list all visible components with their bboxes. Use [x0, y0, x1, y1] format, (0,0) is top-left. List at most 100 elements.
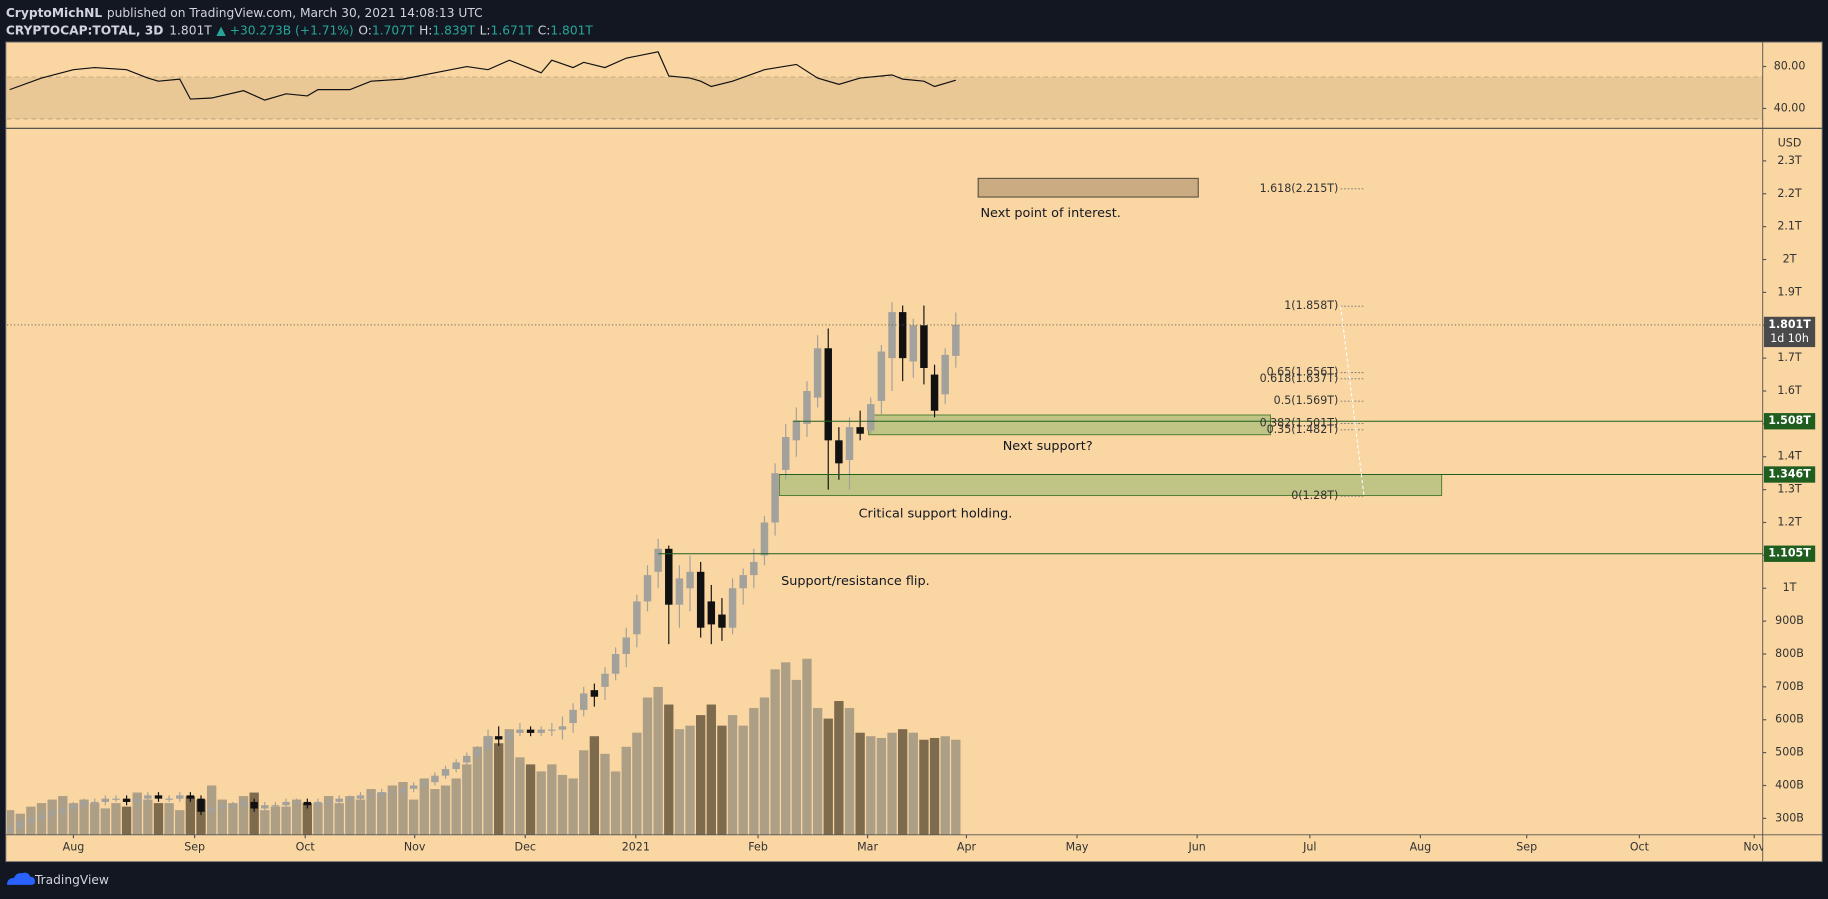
x-tick-label: Aug	[63, 841, 85, 854]
volume-bar	[696, 715, 706, 835]
ohlc-value: 1.839T	[432, 23, 475, 37]
volume-bar	[440, 785, 451, 835]
candle-body	[229, 805, 237, 807]
zone	[778, 474, 1443, 497]
candle-body	[186, 795, 195, 799]
volume-bar	[802, 658, 812, 835]
x-tick-label: Oct	[1630, 841, 1650, 854]
volume-bar	[706, 704, 716, 835]
last-price-tag	[1763, 316, 1816, 348]
y-tick-label: 1.6T	[1777, 384, 1802, 397]
price-line-label: 1.346T	[1768, 468, 1811, 481]
candle-body	[144, 795, 152, 799]
volume-bar	[334, 803, 344, 835]
x-tick-label: Aug	[1410, 841, 1432, 854]
volume-bar	[929, 737, 940, 835]
candle-body	[59, 808, 67, 812]
fib-label: 0.5(1.569T)	[1274, 394, 1339, 407]
candle-body	[781, 437, 790, 470]
zone-label: Critical support holding.	[859, 507, 1013, 522]
volume-bar	[153, 803, 164, 835]
volume-bar	[483, 736, 493, 835]
candle-body	[314, 801, 322, 806]
fib-trend	[1340, 306, 1365, 497]
candle-body	[728, 588, 737, 628]
candle-body	[643, 575, 652, 602]
candle-body	[271, 805, 280, 807]
volume-bar	[515, 757, 525, 835]
candle-body	[760, 522, 769, 556]
candle-body	[37, 815, 46, 819]
symbol: CRYPTOCAP:TOTAL, 3D	[6, 23, 164, 37]
volume-bar	[430, 789, 440, 835]
candle-body	[930, 374, 939, 411]
volume-bar	[685, 725, 695, 835]
volume-bar	[238, 796, 249, 835]
candle-body	[356, 795, 365, 799]
volume-bar	[121, 806, 132, 835]
volume-bar	[579, 750, 589, 835]
volume-bar	[58, 796, 68, 835]
volume-bar	[791, 679, 802, 835]
candle-body	[292, 801, 301, 804]
candle-body	[90, 801, 99, 804]
candle-body	[324, 801, 333, 804]
candle-body	[505, 732, 514, 740]
candle-body	[877, 351, 886, 401]
volume-bar	[844, 708, 855, 835]
candle-body	[154, 795, 163, 799]
candle-body	[920, 325, 928, 368]
y-tick-label: 1.9T	[1777, 285, 1802, 298]
volume-bar	[897, 729, 908, 835]
volume-bar	[781, 662, 791, 835]
volume-bar	[632, 732, 642, 835]
price-line-label: 1.508T	[1768, 414, 1811, 427]
y-tick-label: 2.2T	[1777, 187, 1802, 200]
volume-bar	[494, 743, 504, 835]
candle-body	[101, 798, 110, 802]
price-line-tag	[1763, 545, 1816, 562]
candle-body	[739, 575, 747, 589]
volume-bar	[653, 686, 663, 835]
volume-bar	[940, 736, 950, 835]
volume-bar	[90, 803, 100, 835]
y-tick-label: 2.3T	[1777, 154, 1802, 167]
y-tick-label: 2T	[1783, 253, 1797, 266]
volume-bar	[132, 792, 142, 835]
currency: USD	[1778, 136, 1802, 149]
candle-body	[399, 788, 407, 793]
volume-bar	[185, 796, 196, 835]
volume-bar	[951, 739, 961, 835]
price-line-label: 1.105T	[1768, 547, 1811, 560]
candle-body	[941, 354, 949, 395]
y-tick-label: 400B	[1775, 778, 1804, 791]
axes: 80.00 40.00 300B 400B 500B 600B 700B 800B 900B 1T…	[1762, 60, 1816, 824]
symbol-line: CRYPTOCAP:TOTAL, 3D 1.801T ▲ +30.273B (+1.…	[6, 23, 594, 37]
candle-body	[845, 427, 854, 461]
fib-label: 0.382(1.501T)	[1260, 417, 1339, 430]
candle-body	[665, 548, 673, 605]
candle-body	[378, 792, 386, 796]
candle-body	[718, 614, 726, 628]
volume-bar	[525, 764, 536, 835]
volume-bar	[919, 739, 929, 835]
candle-body	[579, 693, 588, 710]
volume-bar	[313, 803, 323, 835]
volume-bar	[366, 789, 376, 835]
candle-body	[239, 801, 248, 806]
candle-body	[696, 571, 705, 628]
candle-body	[346, 798, 354, 800]
volume-bar	[759, 697, 770, 835]
candle-body	[452, 762, 460, 770]
volume-bar	[228, 803, 238, 835]
volume-bar	[610, 771, 621, 835]
volume-bar	[738, 725, 748, 835]
candle-body	[686, 571, 694, 589]
volume-bar	[557, 774, 568, 835]
candle-body	[218, 805, 227, 809]
candle-body	[909, 325, 918, 362]
candle-body	[48, 811, 56, 816]
volume-bar	[823, 718, 833, 835]
x-axis: Aug Sep Oct Nov Dec 2021 Feb Mar Apr May Jun Jul Aug…	[63, 834, 1763, 854]
candle-body	[654, 548, 662, 572]
